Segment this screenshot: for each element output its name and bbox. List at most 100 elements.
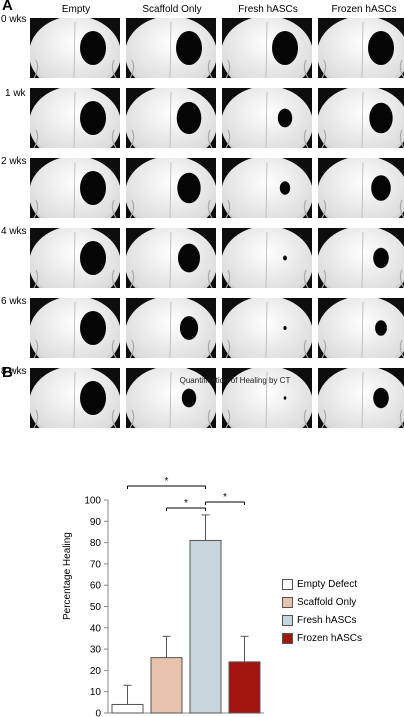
- defect-hole: [272, 31, 298, 65]
- significance-star: *: [184, 498, 188, 509]
- ct-image-empty-8wks: [30, 368, 120, 428]
- ct-image-empty-4wks: [30, 228, 120, 288]
- column-header-frozen: Frozen hASCs: [331, 4, 397, 15]
- skull-drawing: [318, 88, 404, 148]
- skull-drawing: [126, 88, 216, 148]
- skull-drawing: [318, 18, 404, 78]
- row-label-1wk: 1 wk: [5, 88, 26, 99]
- defect-hole: [373, 247, 389, 269]
- y-tick-label: 80: [90, 538, 102, 549]
- ct-image-fresh-8wks: [222, 368, 312, 428]
- defect-hole: [176, 101, 202, 135]
- y-axis-label: Percentage Healing: [62, 532, 73, 620]
- legend-swatch-frozen-hascs: [282, 632, 293, 644]
- chart-legend: Empty Defect Scaffold Only Fresh hASCs F…: [282, 575, 362, 647]
- column-header-fresh: Fresh hASCs: [238, 4, 298, 15]
- defect-hole: [177, 172, 201, 204]
- defect-hole: [178, 243, 200, 273]
- defect-hole: [80, 31, 106, 65]
- defect-hole: [283, 326, 287, 330]
- defect-hole: [176, 31, 202, 65]
- ct-image-frozen-1wk: [318, 88, 404, 148]
- legend-label-scaffold-only: Scaffold Only: [297, 596, 357, 608]
- skull-drawing: [222, 88, 312, 148]
- y-tick-label: 50: [90, 602, 102, 613]
- legend-label-empty-defect: Empty Defect: [297, 578, 358, 590]
- row-label-0wks: 0 wks: [1, 14, 27, 25]
- defect-hole: [375, 320, 387, 336]
- legend-item-fresh-hascs: Fresh hASCs: [282, 611, 362, 629]
- skull-drawing: [222, 298, 312, 358]
- ct-image-empty-1wk: [30, 88, 120, 148]
- y-tick-label: 40: [90, 623, 102, 634]
- skull-drawing: [30, 88, 120, 148]
- y-tick-label: 0: [95, 709, 101, 717]
- skull-drawing: [30, 18, 120, 78]
- skull-drawing: [126, 158, 216, 218]
- defect-hole: [373, 387, 389, 409]
- defect-hole: [369, 102, 393, 134]
- defect-hole: [279, 181, 291, 195]
- defect-hole: [80, 101, 106, 135]
- legend-item-frozen-hascs: Frozen hASCs: [282, 629, 362, 647]
- y-tick-label: 100: [84, 496, 101, 507]
- ct-image-scaffold-1wk: [126, 88, 216, 148]
- ct-image-scaffold-0wks: [126, 18, 216, 78]
- ct-image-fresh-0wks: [222, 18, 312, 78]
- skull-drawing: [222, 228, 312, 288]
- legend-item-scaffold-only: Scaffold Only: [282, 593, 362, 611]
- y-tick-label: 30: [90, 645, 102, 656]
- panel-b-letter: B: [2, 364, 13, 381]
- defect-hole: [371, 175, 391, 201]
- skull-drawing: [30, 298, 120, 358]
- y-tick-label: 60: [90, 581, 102, 592]
- skull-drawing: [318, 158, 404, 218]
- legend-swatch-fresh-hascs: [282, 614, 293, 626]
- bar-1: [150, 657, 183, 714]
- defect-hole: [80, 171, 106, 205]
- defect-hole: [283, 396, 287, 400]
- skull-drawing: [222, 158, 312, 218]
- ct-image-scaffold-2wks: [126, 158, 216, 218]
- ct-image-empty-6wks: [30, 298, 120, 358]
- column-header-empty: Empty: [61, 4, 91, 15]
- defect-hole: [277, 108, 293, 128]
- ct-image-frozen-2wks: [318, 158, 404, 218]
- ct-image-frozen-0wks: [318, 18, 404, 78]
- row-label-8wks: 8 wks: [1, 366, 27, 377]
- y-tick-label: 10: [90, 687, 102, 698]
- legend-label-fresh-hascs: Fresh hASCs: [297, 614, 357, 626]
- significance-star: *: [223, 492, 227, 503]
- skull-drawing: [30, 158, 120, 218]
- ct-image-scaffold-8wks: [126, 368, 216, 428]
- ct-image-empty-0wks: [30, 18, 120, 78]
- defect-hole: [368, 31, 394, 65]
- ct-image-scaffold-4wks: [126, 228, 216, 288]
- skull-drawing: [318, 368, 404, 428]
- skull-drawing: [126, 368, 216, 428]
- ct-image-fresh-1wk: [222, 88, 312, 148]
- skull-drawing: [222, 368, 312, 428]
- defect-hole: [283, 255, 287, 261]
- panel-a-letter: A: [2, 0, 13, 14]
- skull-drawing: [30, 368, 120, 428]
- skull-drawing: [126, 228, 216, 288]
- ct-image-frozen-4wks: [318, 228, 404, 288]
- ct-image-fresh-4wks: [222, 228, 312, 288]
- ct-image-frozen-8wks: [318, 368, 404, 428]
- row-label-6wks: 6 wks: [1, 296, 27, 307]
- skull-drawing: [126, 18, 216, 78]
- ct-image-scaffold-6wks: [126, 298, 216, 358]
- legend-swatch-empty-defect: [282, 578, 293, 590]
- skull-drawing: [222, 18, 312, 78]
- ct-image-fresh-2wks: [222, 158, 312, 218]
- bar-2: [189, 539, 222, 714]
- skull-drawing: [126, 298, 216, 358]
- skull-drawing: [30, 228, 120, 288]
- row-label-2wks: 2 wks: [1, 156, 27, 167]
- bar-3: [228, 661, 261, 714]
- y-tick-label: 20: [90, 666, 102, 677]
- legend-swatch-scaffold-only: [282, 596, 293, 608]
- defect-hole: [179, 316, 199, 340]
